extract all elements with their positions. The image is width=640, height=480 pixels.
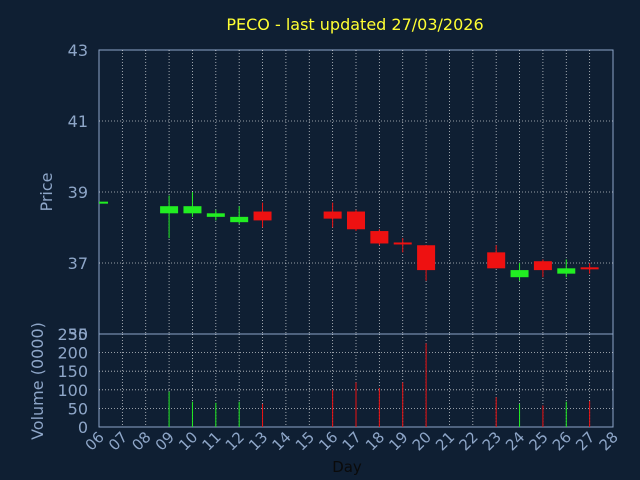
candle-body	[417, 245, 436, 271]
x-tick-label: 19	[385, 428, 411, 454]
candle	[510, 263, 529, 281]
x-tick-label: 13	[245, 428, 271, 454]
candle	[417, 245, 436, 281]
x-tick-label: 07	[105, 428, 131, 454]
volume-y-tick-label: 100	[57, 381, 88, 400]
volume-y-tick-label: 250	[57, 325, 88, 344]
x-tick-label: 25	[526, 428, 552, 454]
candle	[99, 201, 108, 204]
candle	[253, 202, 272, 228]
candle	[323, 202, 342, 228]
price-y-tick-label: 43	[68, 41, 88, 60]
x-tick-label: 22	[455, 428, 481, 454]
candle	[393, 238, 412, 253]
candle	[370, 229, 389, 246]
x-tick-label: 09	[152, 428, 178, 454]
candle-body	[580, 267, 599, 270]
candle-body	[487, 252, 506, 269]
x-tick-label: 16	[315, 428, 341, 454]
x-tick-label: 12	[222, 428, 248, 454]
x-axis-label: Day	[332, 458, 362, 476]
x-tick-label: 23	[479, 428, 505, 454]
candle	[347, 209, 365, 232]
x-tick-label: 17	[339, 428, 365, 454]
candle-body	[533, 261, 552, 271]
candle-body	[206, 213, 225, 217]
candle-body	[160, 206, 179, 214]
candle	[557, 259, 576, 278]
candlesticks	[99, 192, 599, 281]
candle	[487, 245, 506, 269]
candle-body	[557, 268, 576, 274]
price-panel: 43 41 39 37 35 Price	[37, 41, 614, 344]
x-tick-label: 18	[362, 428, 388, 454]
candle-body	[230, 216, 249, 223]
volume-y-tick-label: 0	[78, 418, 88, 437]
x-tick-label: 11	[198, 428, 224, 454]
x-tick-label: 26	[549, 428, 575, 454]
x-tick-label: 27	[572, 428, 598, 454]
price-y-tick-label: 37	[68, 254, 88, 273]
x-tick-label: 24	[502, 428, 528, 454]
price-y-tick-labels: 43 41 39 37 35	[68, 41, 88, 344]
candle-body	[393, 242, 412, 245]
x-tick-label: 28	[596, 428, 622, 454]
volume-y-tick-label: 150	[57, 362, 88, 381]
candle	[206, 209, 225, 221]
price-y-tick-label: 39	[68, 183, 88, 202]
candle-body	[347, 211, 365, 230]
candle	[580, 263, 599, 274]
volume-axis-label: Volume (0000)	[28, 322, 47, 440]
candle	[230, 206, 249, 224]
chart-title: PECO - last updated 27/03/2026	[226, 15, 483, 34]
candle-body	[253, 211, 272, 221]
candle	[533, 259, 552, 278]
price-y-tick-label: 41	[68, 112, 88, 131]
candle-body	[510, 270, 529, 278]
candle	[160, 195, 179, 239]
x-tick-label: 21	[432, 428, 458, 454]
volume-bars	[168, 343, 591, 427]
price-axis-label: Price	[37, 172, 56, 211]
candle-body	[183, 206, 202, 214]
x-tick-label: 10	[175, 428, 201, 454]
volume-y-tick-label: 50	[68, 399, 88, 418]
day-x-tick-labels: 0607080910111213141516171819202122232425…	[82, 428, 622, 454]
x-tick-label: 15	[292, 428, 318, 454]
candle-body	[99, 201, 108, 204]
volume-y-tick-label: 200	[57, 344, 88, 363]
price-y-tick-label: 35	[68, 325, 88, 344]
candle	[183, 192, 202, 217]
x-tick-label: 08	[128, 428, 154, 454]
x-tick-label: 14	[269, 428, 295, 454]
x-tick-label: 20	[409, 428, 435, 454]
candle-body	[370, 231, 389, 244]
candle-body	[323, 211, 342, 219]
